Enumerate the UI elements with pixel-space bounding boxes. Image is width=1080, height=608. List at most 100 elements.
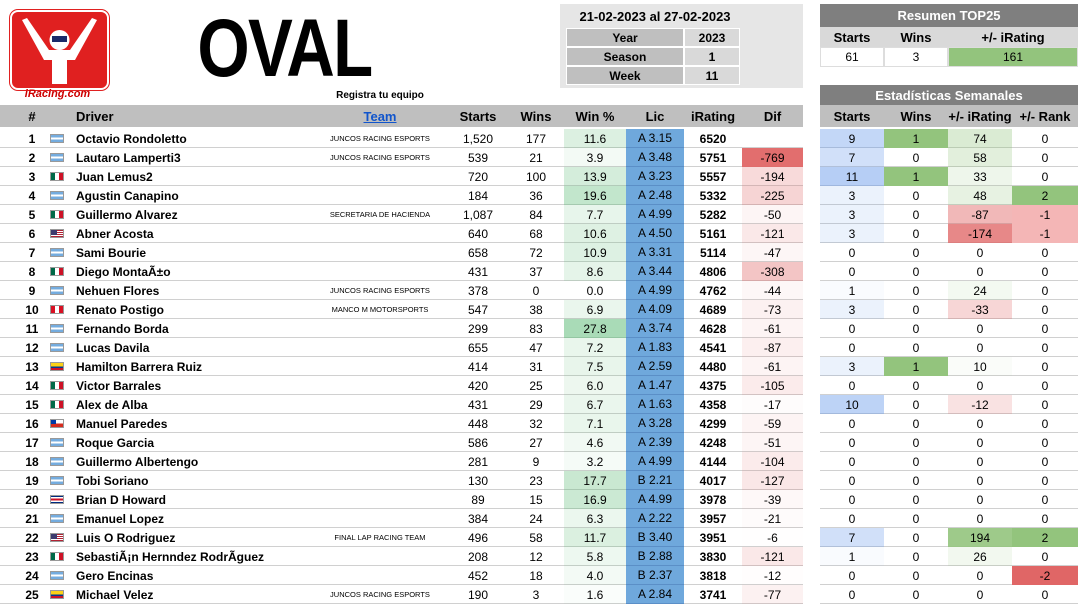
flag	[50, 495, 64, 504]
license: A 4.99	[626, 205, 684, 224]
driver: Guillermo Alvarez	[76, 207, 178, 222]
weekly-wins: 0	[912, 416, 920, 431]
position: 24	[25, 568, 39, 583]
win-pct: 1.6	[564, 585, 626, 604]
position: 13	[25, 359, 39, 374]
starts: 1,520	[462, 131, 494, 146]
driver: Guillermo Albertengo	[76, 454, 199, 469]
wins: 100	[525, 169, 547, 184]
win-pct: 19.6	[564, 186, 626, 205]
weekly-starts: 10	[820, 395, 884, 414]
driver: Abner Acosta	[76, 226, 154, 241]
driver: Diego MontaÃ±o	[76, 264, 171, 279]
weekly-row-line	[820, 262, 1078, 281]
position: 4	[28, 188, 36, 203]
logo-text: iRacing.com	[24, 88, 91, 100]
row-line	[0, 205, 803, 224]
weekly-irating: 0	[976, 340, 984, 355]
starts: 281	[467, 454, 489, 469]
starts: 299	[467, 321, 489, 336]
row-line	[0, 357, 803, 376]
win-pct: 13.9	[564, 167, 626, 186]
win-pct: 7.7	[564, 205, 626, 224]
weekly-starts: 11	[820, 167, 884, 186]
wins: 29	[529, 397, 543, 412]
flag	[50, 286, 64, 295]
starts: 414	[467, 359, 489, 374]
driver: Juan Lemus2	[76, 169, 153, 184]
summary-header: Wins	[884, 27, 948, 47]
weekly-wins: 0	[912, 245, 920, 260]
weekly-irating: 0	[976, 264, 984, 279]
flag	[50, 324, 64, 333]
weekly-header: Starts	[820, 105, 884, 127]
starts: 431	[467, 397, 489, 412]
column-header: Lic	[645, 108, 665, 124]
irating: 5161	[699, 226, 727, 241]
team: JUNCOS RACING ESPORTS	[330, 286, 430, 295]
license: A 2.39	[626, 433, 684, 452]
position: 5	[28, 207, 36, 222]
title: OVAL	[198, 8, 372, 90]
weekly-rank: -2	[1012, 566, 1078, 585]
wins: 12	[529, 549, 543, 564]
info-value: 11	[684, 66, 740, 85]
driver: Luis O Rodriguez	[76, 530, 176, 545]
dif: -39	[742, 490, 803, 509]
dif: -127	[742, 471, 803, 490]
dif: -21	[742, 509, 803, 528]
flag	[50, 229, 64, 238]
row-line	[0, 528, 803, 547]
summary-value: 3	[884, 47, 948, 67]
position: 7	[28, 245, 36, 260]
weekly-wins: 0	[912, 321, 920, 336]
weekly-starts: 0	[848, 435, 856, 450]
weekly-row-line	[820, 585, 1078, 604]
driver: Nehuen Flores	[76, 283, 160, 298]
column-header: iRating	[690, 108, 736, 124]
dif: -105	[742, 376, 803, 395]
irating: 6520	[699, 131, 727, 146]
position: 12	[25, 340, 39, 355]
flag	[50, 191, 64, 200]
weekly-row-line	[820, 281, 1078, 300]
weekly-rank: 0	[1041, 587, 1049, 602]
weekly-row-line	[820, 395, 1078, 414]
irating: 4806	[699, 264, 727, 279]
weekly-rank: -1	[1012, 205, 1078, 224]
weekly-header: Wins	[884, 105, 948, 127]
dif: -12	[763, 568, 782, 583]
weekly-starts: 0	[848, 378, 856, 393]
license: A 3.31	[626, 243, 684, 262]
position: 11	[25, 321, 39, 336]
weekly-wins: 0	[912, 340, 920, 355]
starts: 1,087	[462, 207, 494, 222]
weekly-irating: 0	[976, 511, 984, 526]
weekly-row-line	[820, 186, 1078, 205]
win-pct: 3.9	[564, 148, 626, 167]
row-line	[0, 186, 803, 205]
weekly-irating: 0	[976, 245, 984, 260]
wins: 27	[529, 435, 543, 450]
position: 8	[28, 264, 36, 279]
license: A 4.50	[626, 224, 684, 243]
irating: 5332	[699, 188, 727, 203]
flag	[50, 267, 64, 276]
column-header: Dif	[763, 108, 782, 124]
position: 14	[25, 378, 39, 393]
dif: -17	[763, 397, 782, 412]
summary-value: 161	[948, 47, 1078, 67]
dif: -59	[742, 414, 803, 433]
flag	[50, 400, 64, 409]
dif: -121	[742, 547, 803, 566]
weekly-starts: 0	[848, 511, 856, 526]
license: B 2.37	[626, 566, 684, 585]
weekly-starts: 1	[820, 547, 884, 566]
weekly-irating: 33	[948, 167, 1012, 186]
weekly-irating: 48	[948, 186, 1012, 205]
irating: 4480	[699, 359, 727, 374]
driver: Sami Bourie	[76, 245, 147, 260]
license: B 2.88	[626, 547, 684, 566]
win-pct: 0.0	[586, 283, 604, 298]
win-pct: 11.7	[564, 528, 626, 547]
